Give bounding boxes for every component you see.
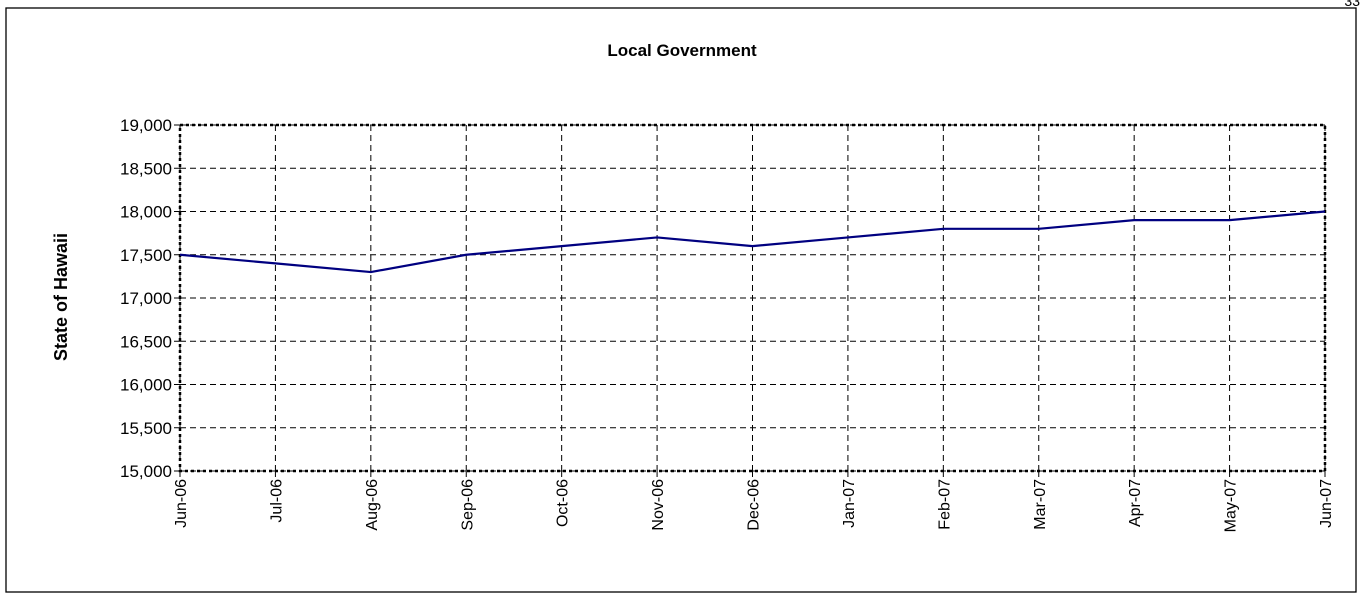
y-tick-label: 15,500: [120, 419, 172, 438]
y-tick-label: 17,000: [120, 289, 172, 308]
plot-area: 15,000 15,500 16,000 16,500 17,000 17,500 18,0…: [120, 116, 1335, 532]
y-tick-label: 18,500: [120, 159, 172, 178]
chart-frame: [5, 7, 1357, 593]
y-tick-label: 18,000: [120, 203, 172, 222]
y-tick-label: 16,500: [120, 332, 172, 351]
y-axis-label: State of Hawaii: [51, 233, 71, 361]
x-tick-label: Jul-06: [268, 479, 285, 523]
series-line: [179, 210, 1326, 274]
x-tick-label: Mar-07: [1032, 479, 1049, 530]
x-tick-label: May-07: [1223, 479, 1240, 532]
y-tick-label: 19,000: [120, 116, 172, 135]
chart-title: Local Government: [607, 41, 757, 60]
x-tick-label: Nov-06: [650, 479, 667, 531]
page-corner-mark: 33: [1344, 0, 1360, 9]
y-tick-label: 17,500: [120, 246, 172, 265]
x-tick-label: Jun-07: [1318, 479, 1335, 528]
x-tick-label: Aug-06: [364, 479, 381, 531]
x-tick-label: Dec-06: [746, 479, 763, 531]
x-tick-label: Jun-06: [173, 479, 190, 528]
y-tick-label: 15,000: [120, 462, 172, 481]
x-tick-label: Oct-06: [555, 479, 572, 527]
x-tick-label: Jan-07: [841, 479, 858, 528]
y-tick-label: 16,000: [120, 376, 172, 395]
x-tick-label: Feb-07: [936, 479, 953, 530]
x-tick-label: Sep-06: [459, 479, 476, 531]
x-tick-label: Apr-07: [1127, 479, 1144, 527]
